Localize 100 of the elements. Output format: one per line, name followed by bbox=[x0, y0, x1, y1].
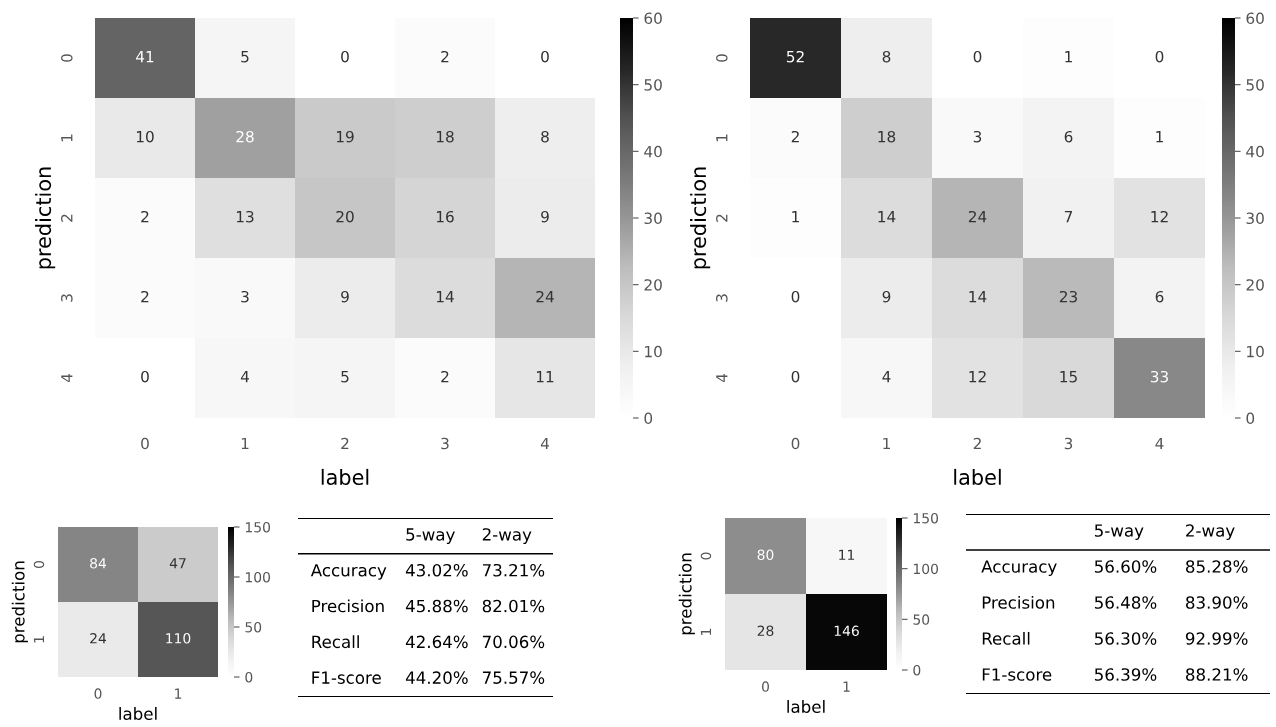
data-label: 9 bbox=[541, 210, 549, 223]
text: 82.01% bbox=[482, 599, 545, 613]
data-label: 3 bbox=[241, 290, 249, 303]
x-axis-title: label bbox=[954, 468, 1001, 486]
data-label: 14 bbox=[969, 291, 987, 303]
text: 88.21% bbox=[1186, 668, 1248, 681]
data-label: 0 bbox=[541, 50, 549, 63]
data-label: 12 bbox=[969, 370, 986, 383]
data-label: 33 bbox=[1150, 370, 1168, 383]
text: 44.20% bbox=[405, 671, 468, 684]
data-label: 0 bbox=[791, 290, 800, 303]
color-bar-label: 30 bbox=[644, 212, 662, 225]
x-tick-label: 0 bbox=[791, 437, 800, 450]
data-label: 0 bbox=[1155, 50, 1164, 63]
color-bar-label: 40 bbox=[1246, 145, 1264, 158]
category-label: Recall bbox=[982, 631, 1030, 645]
data-label: 11 bbox=[839, 549, 855, 560]
y-tick-label: 3 bbox=[716, 294, 728, 302]
category-label: Accuracy bbox=[981, 560, 1057, 577]
data-label: 52 bbox=[786, 50, 804, 63]
data-label: 15 bbox=[1060, 371, 1077, 383]
data-label: 23 bbox=[1059, 290, 1077, 303]
y-tick-label: 0 bbox=[61, 54, 73, 62]
data-label: 11 bbox=[536, 371, 554, 383]
data-label: 24 bbox=[90, 633, 107, 644]
color-bar-label: 50 bbox=[1246, 79, 1264, 91]
data-label: 2 bbox=[441, 50, 449, 63]
y-tick-label: 4 bbox=[61, 374, 73, 383]
category-label: F1-score bbox=[312, 671, 381, 684]
color-bar-label: 10 bbox=[645, 345, 662, 358]
data-label: 9 bbox=[882, 290, 891, 303]
data-label: 110 bbox=[166, 633, 191, 644]
text: 83.90% bbox=[1186, 596, 1248, 609]
text: 92.99% bbox=[1185, 632, 1248, 645]
data-label: 1 bbox=[792, 211, 799, 223]
data-label: 24 bbox=[968, 210, 987, 223]
x-tick-label: 0 bbox=[141, 437, 149, 450]
data-label: 8 bbox=[541, 130, 549, 143]
y-axis-title: prediction bbox=[678, 553, 695, 635]
category-label: 2-way bbox=[1186, 524, 1235, 541]
x-tick-label: 2 bbox=[341, 437, 349, 450]
data-label: 5 bbox=[241, 51, 249, 63]
color-bar-label: 100 bbox=[245, 571, 270, 583]
y-tick-label: 3 bbox=[61, 294, 73, 302]
y-tick-label: 0 bbox=[716, 54, 728, 62]
text: 56.39% bbox=[1094, 668, 1157, 681]
color-bar-label: 40 bbox=[644, 145, 662, 158]
data-label: 4 bbox=[882, 371, 891, 383]
color-bar-label: 150 bbox=[245, 521, 270, 533]
color-bar-label: 60 bbox=[1246, 12, 1264, 25]
text: 43.02% bbox=[405, 563, 468, 577]
data-label: 146 bbox=[834, 625, 859, 637]
text: 85.28% bbox=[1186, 560, 1248, 573]
y-axis-title: prediction bbox=[11, 561, 28, 643]
data-label: 19 bbox=[336, 130, 354, 143]
data-label: 2 bbox=[441, 370, 449, 383]
data-label: 5 bbox=[341, 371, 349, 383]
x-axis-title: label bbox=[787, 700, 825, 714]
data-label: 4 bbox=[240, 371, 249, 383]
text: 56.60% bbox=[1094, 560, 1157, 573]
data-label: 84 bbox=[90, 558, 107, 569]
data-label: 6 bbox=[1155, 290, 1164, 303]
data-label: 0 bbox=[141, 370, 149, 383]
y-axis-title: prediction bbox=[35, 167, 56, 269]
data-label: 14 bbox=[436, 291, 454, 303]
text: 73.21% bbox=[482, 563, 545, 577]
category-label: 5-way bbox=[1094, 524, 1144, 541]
text: 56.48% bbox=[1094, 596, 1157, 609]
y-tick-label: 1 bbox=[61, 134, 73, 142]
data-label: 18 bbox=[436, 130, 454, 143]
x-tick-label: 4 bbox=[540, 437, 549, 450]
text: 45.88% bbox=[405, 599, 468, 613]
data-label: 12 bbox=[1151, 210, 1168, 223]
data-label: 28 bbox=[236, 130, 254, 143]
data-label: 1 bbox=[1156, 131, 1163, 143]
category-label: Precision bbox=[312, 599, 384, 613]
color-bar-label: 20 bbox=[1246, 279, 1264, 291]
color-bar-label: 0 bbox=[644, 412, 653, 425]
data-label: 47 bbox=[169, 558, 186, 569]
x-tick-label: 1 bbox=[241, 437, 249, 450]
x-tick-label: 1 bbox=[883, 437, 890, 450]
data-label: 8 bbox=[882, 50, 891, 63]
y-tick-label: 2 bbox=[61, 214, 73, 222]
y-axis-title: prediction bbox=[690, 167, 711, 269]
x-tick-label: 2 bbox=[973, 437, 981, 450]
x-tick-label: 4 bbox=[1155, 437, 1164, 450]
data-label: 28 bbox=[757, 625, 774, 637]
y-tick-label: 4 bbox=[716, 374, 728, 383]
category-label: Accuracy bbox=[310, 564, 387, 580]
x-axis-title: label bbox=[321, 468, 369, 486]
data-label: 13 bbox=[236, 210, 254, 223]
color-bar-label: 0 bbox=[1246, 412, 1255, 425]
color-bar-label: 60 bbox=[644, 12, 662, 25]
category-label: 2-way bbox=[482, 528, 532, 544]
data-label: 1 bbox=[1065, 51, 1072, 63]
category-label: Precision bbox=[982, 595, 1055, 609]
color-bar-label: 0 bbox=[245, 671, 253, 683]
data-label: 41 bbox=[136, 51, 154, 63]
y-tick-label: 2 bbox=[716, 214, 728, 222]
data-label: 0 bbox=[791, 370, 800, 383]
